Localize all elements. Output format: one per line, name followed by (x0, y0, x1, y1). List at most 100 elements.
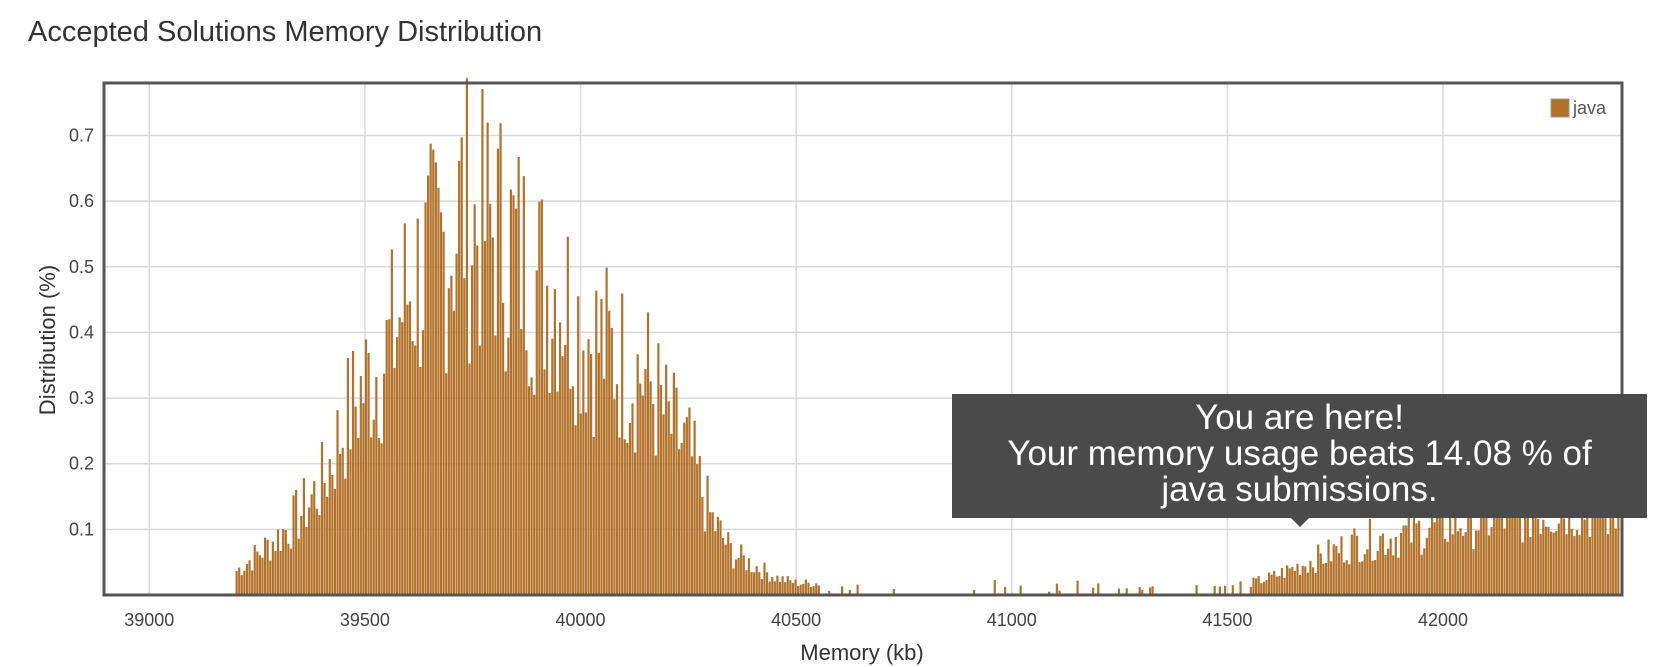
histogram-bar[interactable] (615, 384, 619, 595)
histogram-bar[interactable] (709, 512, 712, 595)
histogram-bar[interactable] (613, 399, 616, 595)
histogram-bar[interactable] (251, 570, 254, 595)
histogram-bar[interactable] (512, 195, 515, 595)
histogram-bar[interactable] (527, 386, 531, 595)
histogram-bar[interactable] (740, 544, 743, 595)
histogram-bar[interactable] (1335, 546, 1338, 595)
histogram-bar[interactable] (794, 579, 797, 595)
histogram-bar[interactable] (646, 312, 650, 595)
histogram-bar[interactable] (538, 201, 541, 595)
histogram-bar[interactable] (675, 387, 678, 595)
histogram-bar[interactable] (1513, 498, 1516, 595)
histogram-bar[interactable] (781, 576, 784, 595)
histogram-bar[interactable] (416, 218, 419, 596)
histogram-bar[interactable] (445, 373, 448, 595)
histogram-bar[interactable] (388, 319, 391, 595)
histogram-bar[interactable] (755, 566, 758, 595)
histogram-bar[interactable] (525, 350, 528, 595)
histogram-bar[interactable] (577, 296, 580, 595)
histogram-bar[interactable] (344, 478, 347, 595)
histogram-bar[interactable] (458, 160, 461, 596)
histogram-bar[interactable] (1048, 591, 1051, 595)
histogram-bar[interactable] (1531, 513, 1535, 595)
histogram-bar[interactable] (815, 583, 818, 595)
histogram-bar[interactable] (644, 369, 647, 595)
histogram-bar[interactable] (517, 156, 520, 595)
histogram-bar[interactable] (1311, 567, 1315, 595)
histogram-bar[interactable] (556, 391, 559, 595)
histogram-bar[interactable] (437, 187, 440, 595)
histogram-bar[interactable] (1309, 560, 1312, 595)
histogram-bar[interactable] (377, 438, 381, 595)
histogram-bar[interactable] (429, 143, 432, 595)
histogram-bar[interactable] (1291, 566, 1294, 595)
histogram-bar[interactable] (703, 531, 707, 595)
histogram-bar[interactable] (351, 351, 355, 595)
histogram-bar[interactable] (1249, 586, 1253, 595)
histogram-bar[interactable] (1464, 531, 1467, 595)
histogram-bar[interactable] (1568, 494, 1571, 595)
histogram-bar[interactable] (1534, 515, 1537, 595)
histogram-bar[interactable] (1004, 587, 1007, 595)
histogram-bar[interactable] (336, 410, 339, 595)
histogram-bar[interactable] (561, 356, 564, 595)
histogram-bar[interactable] (1138, 587, 1141, 595)
histogram-bar[interactable] (434, 162, 437, 595)
histogram-bar[interactable] (1223, 585, 1227, 595)
histogram-bar[interactable] (665, 364, 668, 595)
histogram-bar[interactable] (489, 203, 492, 595)
histogram-bar[interactable] (447, 288, 450, 595)
histogram-bar[interactable] (533, 394, 536, 595)
histogram-bar[interactable] (605, 267, 608, 595)
histogram-bar[interactable] (357, 437, 360, 595)
histogram-bar[interactable] (892, 588, 895, 595)
histogram-bar[interactable] (1350, 534, 1353, 595)
histogram-bar[interactable] (318, 515, 321, 595)
histogram-bar[interactable] (1516, 502, 1519, 595)
histogram-bar[interactable] (1565, 534, 1568, 595)
histogram-bar[interactable] (432, 149, 435, 596)
histogram-bar[interactable] (582, 350, 585, 595)
histogram-bar[interactable] (571, 386, 575, 595)
histogram-bar[interactable] (1596, 479, 1599, 595)
histogram-bar[interactable] (1293, 570, 1297, 595)
histogram-bar[interactable] (1436, 511, 1439, 595)
histogram-bar[interactable] (279, 550, 282, 595)
histogram-bar[interactable] (310, 494, 313, 595)
histogram-bar[interactable] (245, 564, 249, 595)
histogram-bar[interactable] (1252, 577, 1255, 595)
histogram-bar[interactable] (1415, 523, 1418, 595)
histogram-bar[interactable] (1560, 508, 1563, 595)
histogram-bar[interactable] (1446, 541, 1449, 595)
histogram-bar[interactable] (509, 189, 512, 595)
histogram-bar[interactable] (639, 383, 642, 595)
histogram-bar[interactable] (1570, 528, 1573, 595)
histogram-bar[interactable] (1386, 548, 1390, 595)
histogram-bar[interactable] (1255, 578, 1258, 595)
histogram-bar[interactable] (659, 385, 663, 595)
histogram-bar[interactable] (1392, 555, 1395, 595)
histogram-bar[interactable] (760, 579, 763, 595)
histogram-bar[interactable] (1267, 572, 1271, 595)
histogram-bar[interactable] (993, 580, 996, 595)
histogram-bar[interactable] (499, 123, 502, 596)
histogram-bar[interactable] (326, 496, 329, 595)
histogram-bar[interactable] (1472, 549, 1475, 595)
histogram-bar[interactable] (841, 586, 844, 595)
histogram-bar[interactable] (1462, 535, 1465, 595)
histogram-bar[interactable] (364, 339, 368, 595)
histogram-bar[interactable] (372, 419, 375, 595)
histogram-bar[interactable] (1493, 504, 1496, 595)
histogram-bar[interactable] (470, 265, 474, 595)
histogram-bar[interactable] (828, 590, 831, 595)
histogram-bar[interactable] (276, 529, 280, 595)
histogram-bar[interactable] (776, 575, 779, 595)
histogram-bar[interactable] (610, 327, 613, 595)
histogram-bar[interactable] (1449, 513, 1452, 595)
histogram-bar[interactable] (1451, 534, 1454, 595)
histogram-bar[interactable] (600, 299, 603, 595)
histogram-bar[interactable] (1503, 528, 1506, 595)
histogram-bar[interactable] (393, 367, 396, 595)
histogram-bar[interactable] (274, 550, 277, 595)
histogram-bar[interactable] (502, 302, 505, 595)
